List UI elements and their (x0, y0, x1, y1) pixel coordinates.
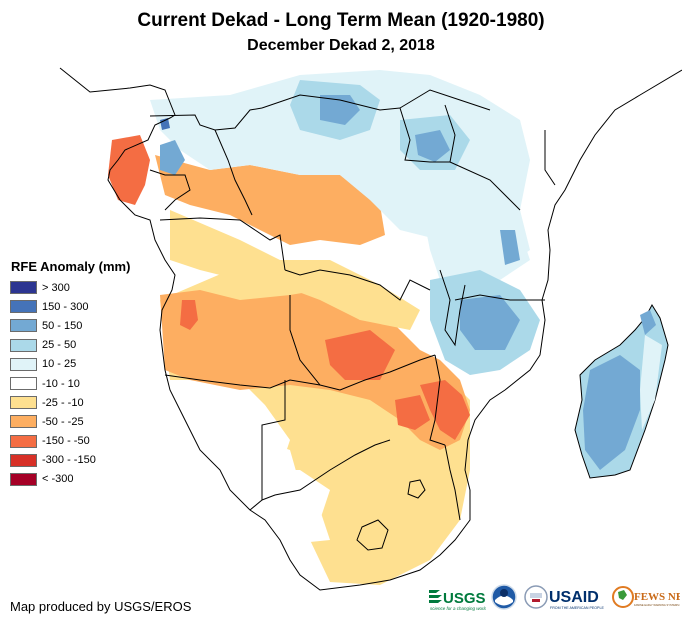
madagascar-north (640, 310, 656, 335)
anomaly-fields (108, 70, 540, 585)
field-gabon (108, 135, 150, 205)
border-botswana-sa (261, 439, 391, 501)
legend-label: -300 - -150 (42, 454, 96, 467)
usaid-logo: USAID FROM THE AMERICAN PEOPLE (524, 585, 604, 610)
legend-label: 150 - 300 (42, 300, 89, 313)
border-zambia-angola (289, 295, 321, 386)
legend-swatch (10, 377, 37, 391)
legend-label: -25 - -10 (42, 396, 84, 409)
legend-item: 50 - 150 (10, 316, 130, 335)
legend-item: -150 - -50 (10, 432, 130, 451)
border-malawi (439, 269, 466, 347)
border-congo-drc (214, 129, 253, 216)
madagascar-mid (583, 355, 640, 470)
madagascar (574, 303, 669, 479)
legend-item: 150 - 300 (10, 297, 130, 316)
border-kenya-tanzania (449, 161, 521, 211)
field-angola-zambia (160, 290, 470, 450)
border-drc-zambia (284, 269, 431, 301)
field-zimbabwe-east (395, 395, 430, 430)
legend-swatch (10, 357, 37, 371)
legend-label: -150 - -50 (42, 435, 90, 448)
border-uganda (399, 104, 456, 163)
border-namibia-botswana (249, 380, 286, 511)
legend-item: -50 - -25 (10, 412, 130, 431)
border-tanzania-moz (454, 294, 545, 301)
border-kenya-somalia (544, 130, 556, 186)
map-subtitle: December Dekad 2, 2018 (247, 37, 435, 54)
field-tanzania-coast-mid (500, 230, 520, 265)
fewsnet-logo: FEWS NET FAMINE EARLY WARNING SYSTEMS NE… (612, 586, 680, 608)
legend-swatch (10, 434, 37, 448)
country-borders (59, 67, 682, 591)
legend: RFE Anomaly (mm) > 300 150 - 300 50 - 150 2… (10, 259, 130, 489)
legend-item: 25 - 50 (10, 336, 130, 355)
legend-label: < -300 (42, 473, 74, 486)
usgs-logo: USGS science for a changing world (429, 590, 486, 611)
border-zimbabwe-moz (429, 354, 446, 446)
legend-swatch (10, 281, 37, 295)
border-sudan-drc (399, 89, 491, 111)
legend-label: 25 - 50 (42, 339, 77, 352)
usgs-tagline: science for a changing world (430, 606, 486, 611)
border-drc-angola (159, 217, 286, 271)
legend-rows: > 300 150 - 300 50 - 150 25 - 50 10 - 25 -10 … (10, 278, 130, 489)
legend-swatch (10, 472, 37, 486)
partner-logos: USGS science for a changing world USAID … (428, 582, 680, 612)
legend-swatch (10, 319, 37, 333)
field-gabon-congo-mid (160, 140, 185, 175)
map-credit: Map produced by USGS/EROS (10, 599, 192, 614)
field-uganda-mid (415, 130, 450, 162)
coastline-west (59, 67, 682, 591)
legend-swatch (10, 300, 37, 314)
legend-label: -10 - 10 (42, 377, 80, 390)
legend-item: < -300 (10, 470, 130, 489)
border-zambia-zimbabwe (339, 354, 436, 391)
legend-title: RFE Anomaly (mm) (11, 259, 131, 274)
madagascar-east-light (640, 335, 662, 430)
field-karoo-white (260, 470, 330, 520)
border-sa-moz (444, 444, 461, 521)
legend-swatch (10, 415, 37, 429)
fewsnet-tagline: FAMINE EARLY WARNING SYSTEMS NETWORK (634, 603, 680, 607)
legend-swatch (10, 396, 37, 410)
legend-item: -25 - -10 (10, 393, 130, 412)
legend-label: 50 - 150 (42, 319, 83, 332)
usaid-tagline: FROM THE AMERICAN PEOPLE (550, 606, 604, 610)
usaid-wordmark: USAID (549, 589, 599, 606)
border-drc-car (261, 94, 401, 111)
legend-swatch (10, 338, 37, 352)
field-botswana-zimbabwe (325, 330, 395, 380)
legend-item: > 300 (10, 278, 130, 297)
legend-label: > 300 (42, 281, 70, 294)
usgs-wave-icon (429, 590, 442, 603)
legend-item: -300 - -150 (10, 451, 130, 470)
legend-label: -50 - -25 (42, 415, 84, 428)
usgs-wordmark: USGS (443, 590, 486, 607)
legend-item: 10 - 25 (10, 355, 130, 374)
field-malawi-mid (460, 295, 520, 350)
legend-label: 10 - 25 (42, 358, 77, 371)
border-swaziland (407, 479, 426, 499)
fewsnet-wordmark: FEWS NET (634, 591, 680, 603)
noaa-logo (491, 584, 517, 610)
legend-swatch (10, 453, 37, 467)
field-tanzania-blue (420, 200, 530, 290)
legend-item: -10 - 10 (10, 374, 130, 393)
field-central-congo (155, 155, 385, 245)
border-gabon-congo (149, 169, 191, 211)
field-mozambique (420, 380, 470, 440)
field-angola-core (180, 300, 198, 330)
field-ne-drc (170, 210, 420, 330)
border-lesotho (356, 519, 389, 551)
map-title: Current Dekad - Long Term Mean (1920-198… (137, 10, 545, 31)
